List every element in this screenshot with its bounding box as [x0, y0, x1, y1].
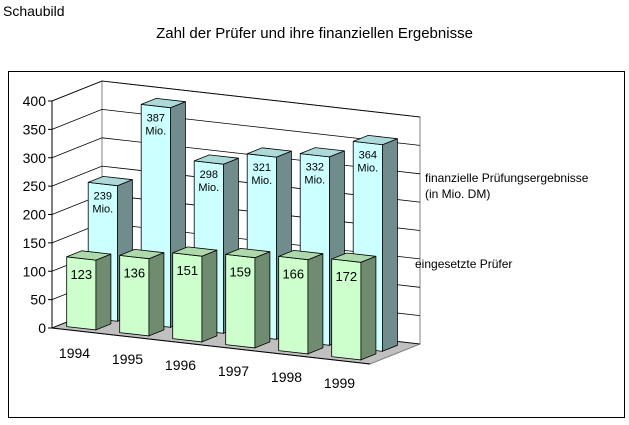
data-label-pruefer: 123: [70, 267, 92, 282]
caption: Schaubild: [3, 3, 65, 19]
x-axis-line: [51, 327, 371, 365]
bar-top-face: [141, 97, 186, 109]
data-label-pruefer: 136: [123, 265, 145, 280]
data-label-finanz: Mio.: [145, 125, 166, 137]
y-tick-label: 350: [23, 121, 47, 137]
x-tick-label: 1995: [112, 351, 143, 367]
y-tick-label: 150: [23, 235, 47, 251]
bar-top-face: [331, 252, 377, 263]
bar-side-face: [148, 252, 165, 337]
data-label-finanz: 239: [94, 190, 112, 202]
bar-pruefer-1996: 151: [172, 246, 218, 343]
legend-finanzielle-line2: (in Mio. DM): [425, 187, 491, 201]
data-label-finanz: Mio.: [357, 162, 378, 174]
data-label-finanz: 321: [253, 162, 271, 174]
y-tick-label: 100: [23, 263, 47, 279]
data-label-finanz: Mio.: [251, 175, 272, 187]
bar-side-face: [254, 251, 271, 349]
bar-top-face: [172, 246, 218, 257]
data-label-finanz: Mio.: [92, 203, 113, 215]
bar-side-face: [360, 255, 377, 361]
data-label-finanz: 364: [359, 149, 377, 161]
y-tick-label: 200: [23, 207, 47, 223]
legend-finanzielle-line1: finanzielle Prüfungsergebnisse: [425, 171, 589, 185]
bar-top-face: [66, 250, 112, 261]
x-tick-label: 1997: [218, 363, 249, 379]
bar-side-face: [201, 249, 218, 343]
x-tick-label: 1996: [165, 357, 196, 373]
data-label-pruefer: 151: [176, 263, 198, 278]
data-label-pruefer: 159: [229, 264, 251, 279]
data-label-finanz: 387: [147, 112, 165, 124]
data-label-finanz: Mio.: [304, 175, 325, 187]
bar-top-face: [353, 134, 398, 146]
bar-pruefer-1994: 123: [66, 250, 112, 331]
bar-top-face: [247, 147, 292, 158]
bar-top-face: [278, 249, 324, 261]
bar-pruefer-1999: 172: [331, 252, 377, 361]
bar-side-face: [307, 253, 324, 355]
y-tick-label: 250: [23, 178, 47, 194]
bar-top-face: [225, 247, 271, 259]
bar-side-face: [381, 138, 398, 352]
data-label-pruefer: 166: [282, 266, 304, 281]
chart-title: Zahl der Prüfer und ihre finanziellen Er…: [156, 25, 473, 42]
data-label-pruefer: 172: [335, 269, 357, 284]
data-label-finanz: Mio.: [198, 182, 219, 194]
x-tick-label: 1999: [324, 375, 355, 391]
bar-top-face: [119, 248, 165, 260]
bar-side-face: [95, 253, 112, 331]
y-tick-label: 400: [23, 93, 47, 109]
y-tick-label: 50: [30, 292, 46, 308]
data-label-finanz: 298: [200, 169, 218, 181]
data-label-finanz: 332: [306, 162, 324, 174]
bar-top-face: [194, 154, 239, 165]
gridline: [51, 80, 421, 118]
x-tick-label: 1994: [59, 345, 90, 361]
bar-top-face: [300, 147, 345, 158]
gridline: [51, 108, 421, 146]
x-tick-label: 1998: [271, 369, 302, 385]
legend-finanzielle: finanzielle Prüfungsergebnisse (in Mio. …: [425, 170, 588, 202]
y-tick-label: 0: [38, 320, 46, 336]
bar-pruefer-1995: 136: [119, 248, 165, 337]
bar-pruefer-1998: 166: [278, 249, 324, 355]
chart-frame: [8, 71, 625, 418]
bar-pruefer-1997: 159: [225, 247, 271, 349]
legend-pruefer: eingesetzte Prüfer: [415, 257, 513, 271]
y-tick-label: 300: [23, 150, 47, 166]
bar-top-face: [88, 175, 133, 187]
